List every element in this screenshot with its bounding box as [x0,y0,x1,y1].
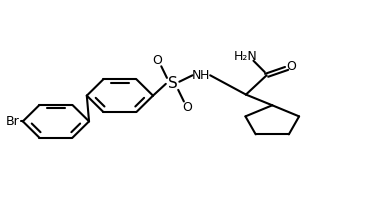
Text: Br: Br [6,115,20,128]
Text: H: H [200,69,209,82]
Text: O: O [183,101,193,114]
Text: O: O [153,54,163,67]
Text: H₂N: H₂N [234,49,258,62]
Text: N: N [192,69,201,82]
Text: S: S [168,76,177,91]
Text: O: O [286,60,296,73]
